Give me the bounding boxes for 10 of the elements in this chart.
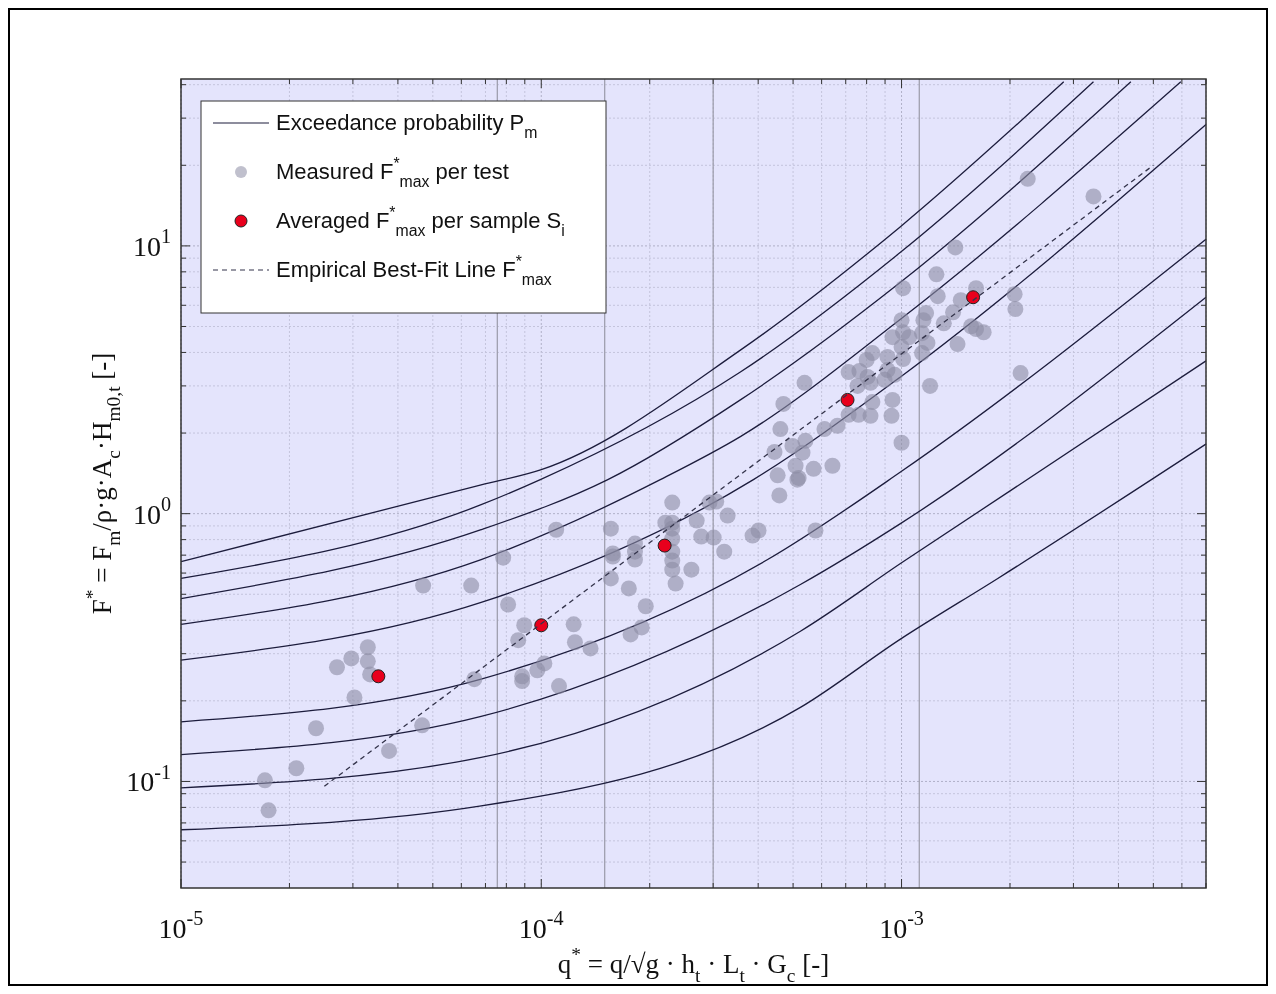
y-tick-label: 10$^{0}$ xyxy=(132,493,171,530)
text: q$^{*}$ = q/√g · h$_{t}$ · L$_{t}$ · G$_{c}$ [-] xyxy=(557,943,830,987)
x-tick-label: 10$^{-4}$ xyxy=(518,907,564,944)
legend-label: Exceedance probability P$_{m}$ xyxy=(276,110,538,141)
x-tick-label: 10$^{-5}$ xyxy=(158,907,204,944)
legend-label: Averaged F$^{*}$$_{max}$ per sample S$_{i}$ xyxy=(276,204,565,239)
x-tick-label: 10$^{-3}$ xyxy=(879,907,924,944)
y-tick-label: 10$^{-1}$ xyxy=(126,760,171,798)
legend-label: Measured F$^{*}$$_{max}$ per test xyxy=(276,155,509,190)
y-tick-label: 10$^{1}$ xyxy=(132,225,171,262)
